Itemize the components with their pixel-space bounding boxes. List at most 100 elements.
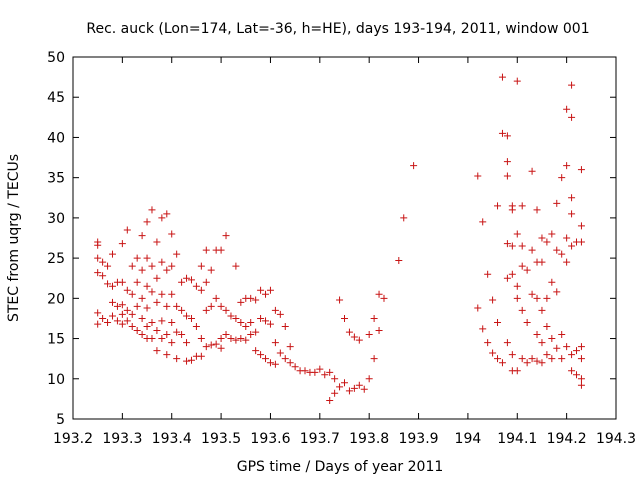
data-point bbox=[108, 312, 116, 320]
data-point bbox=[553, 199, 561, 207]
data-point bbox=[163, 302, 171, 310]
data-point bbox=[158, 317, 166, 325]
data-point bbox=[202, 278, 210, 286]
data-point bbox=[577, 343, 585, 351]
data-point bbox=[494, 318, 502, 326]
data-point bbox=[321, 371, 329, 379]
data-point bbox=[222, 306, 230, 314]
data-point bbox=[257, 314, 265, 322]
y-tick-label: 15 bbox=[47, 332, 65, 348]
data-point bbox=[173, 355, 181, 363]
data-point bbox=[573, 371, 581, 379]
x-tick-label: 193.4 bbox=[152, 431, 192, 447]
data-point bbox=[217, 246, 225, 254]
x-tick-label: 194.2 bbox=[547, 431, 587, 447]
data-point bbox=[538, 339, 546, 347]
data-point bbox=[163, 331, 171, 339]
data-point bbox=[341, 314, 348, 322]
data-point bbox=[192, 322, 200, 330]
y-tick-label: 35 bbox=[47, 171, 65, 187]
y-tick-label: 10 bbox=[47, 372, 65, 388]
data-point bbox=[558, 355, 566, 363]
data-point bbox=[523, 266, 531, 274]
data-point bbox=[513, 77, 521, 85]
data-point bbox=[197, 335, 205, 343]
data-point bbox=[479, 218, 487, 226]
data-point bbox=[99, 258, 107, 266]
data-point bbox=[163, 351, 171, 359]
data-point bbox=[133, 327, 141, 335]
data-point bbox=[508, 351, 516, 359]
data-point bbox=[543, 238, 551, 246]
data-point bbox=[355, 336, 363, 344]
data-point bbox=[508, 242, 516, 250]
data-point bbox=[479, 325, 487, 333]
data-point bbox=[247, 294, 255, 302]
data-point bbox=[207, 266, 215, 274]
data-point bbox=[227, 335, 235, 343]
data-point bbox=[276, 310, 284, 318]
data-point bbox=[128, 310, 136, 318]
data-point bbox=[133, 254, 141, 262]
data-point bbox=[183, 274, 191, 282]
data-point bbox=[538, 306, 546, 314]
data-point bbox=[163, 266, 171, 274]
data-point bbox=[311, 368, 319, 376]
data-point bbox=[538, 258, 546, 266]
data-point bbox=[518, 202, 526, 210]
data-point bbox=[271, 306, 279, 314]
data-point bbox=[197, 262, 205, 270]
data-point bbox=[513, 294, 521, 302]
data-point bbox=[553, 288, 561, 296]
data-point bbox=[345, 328, 353, 336]
data-point bbox=[331, 389, 339, 397]
data-point bbox=[138, 232, 146, 240]
data-point bbox=[568, 351, 576, 359]
data-point bbox=[242, 336, 250, 344]
data-point bbox=[168, 339, 176, 347]
data-point bbox=[217, 335, 225, 343]
chart-title: Rec. auck (Lon=174, Lat=-36, h=HE), days… bbox=[86, 21, 589, 37]
x-tick-label: 193.3 bbox=[102, 431, 142, 447]
data-point bbox=[395, 257, 403, 265]
x-tick-label: 194.1 bbox=[497, 431, 537, 447]
data-point bbox=[148, 318, 156, 326]
data-point bbox=[360, 385, 368, 393]
data-point bbox=[518, 262, 526, 270]
data-point bbox=[577, 381, 585, 389]
data-point bbox=[262, 317, 270, 325]
data-point bbox=[99, 314, 107, 322]
data-point bbox=[355, 381, 363, 389]
data-point bbox=[153, 238, 161, 246]
data-point bbox=[498, 73, 506, 81]
data-point bbox=[153, 274, 161, 282]
data-point bbox=[291, 363, 299, 371]
data-point bbox=[508, 270, 516, 278]
data-point bbox=[247, 331, 255, 339]
data-point bbox=[133, 278, 141, 286]
data-point bbox=[158, 290, 166, 298]
data-point bbox=[123, 226, 131, 234]
data-point bbox=[252, 347, 260, 355]
data-point bbox=[266, 320, 274, 328]
y-tick-label: 5 bbox=[56, 412, 65, 428]
data-point bbox=[242, 322, 250, 330]
data-point bbox=[197, 286, 205, 294]
data-point bbox=[217, 302, 225, 310]
data-point bbox=[508, 206, 516, 214]
data-point bbox=[173, 328, 181, 336]
data-point bbox=[563, 105, 571, 113]
data-point bbox=[543, 294, 551, 302]
data-point bbox=[518, 242, 526, 250]
data-point bbox=[577, 375, 585, 383]
data-point bbox=[158, 214, 166, 222]
y-axis-label: STEC from uqrg / TECUs bbox=[6, 154, 22, 322]
data-point bbox=[489, 296, 497, 304]
data-point bbox=[370, 314, 378, 322]
x-tick-label: 193.2 bbox=[53, 431, 93, 447]
data-point bbox=[99, 272, 107, 280]
data-point bbox=[503, 274, 511, 282]
data-point bbox=[168, 318, 176, 326]
data-point bbox=[577, 166, 585, 174]
